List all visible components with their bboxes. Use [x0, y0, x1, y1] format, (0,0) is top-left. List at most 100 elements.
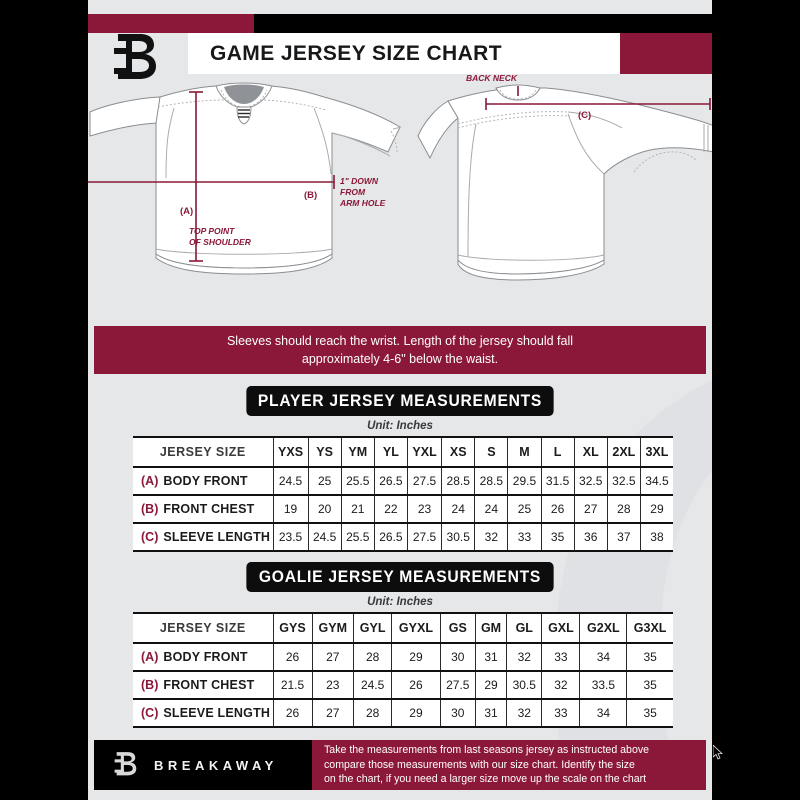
- measurement-cell: 32: [506, 643, 543, 671]
- instruction-banner: Sleeves should reach the wrist. Length o…: [94, 326, 706, 374]
- footer-note-line-3: on the chart, if you need a larger size …: [324, 773, 647, 786]
- column-header-size: XL: [573, 437, 608, 467]
- measurement-tag: (A): [141, 650, 159, 664]
- measurement-cell: 33: [541, 643, 581, 671]
- footer-note-line-1: Take the measurements from last seasons …: [324, 744, 650, 757]
- measurement-cell: 26.5: [373, 467, 408, 495]
- column-header-size: M: [507, 437, 542, 467]
- measurement-cell: 26.5: [373, 523, 408, 551]
- row-header-measurement: (A) BODY FRONT: [133, 643, 274, 671]
- measurement-cell: 23: [406, 495, 443, 523]
- front-label-b-tag: (B): [304, 190, 317, 201]
- row-header-measurement: (B) FRONT CHEST: [133, 495, 274, 523]
- measurement-cell: 35: [626, 643, 673, 671]
- measurement-cell: 37: [606, 523, 641, 551]
- row-header-measurement: (C) SLEEVE LENGTH: [133, 523, 274, 551]
- back-jersey-illustration: (C) CENTER OF BACK NECK: [417, 74, 712, 281]
- table-row: (C) SLEEVE LENGTH 23.5 24.5 25.5 26.5 27.5 30.5…: [133, 523, 673, 551]
- measurement-cell: 26: [272, 699, 313, 727]
- measurement-label: BODY FRONT: [163, 650, 248, 664]
- player-unit-label: Unit: Inches: [367, 420, 433, 432]
- player-measurements-table: JERSEY SIZE YXS YS YM YL YXL XS S M L XL 2XL 3XL (A) B…: [133, 436, 673, 552]
- measurement-cell: 36: [573, 523, 608, 551]
- measurement-cell: 30.5: [506, 671, 543, 699]
- measurement-cell: 32.5: [573, 467, 608, 495]
- measurement-tag: (C): [141, 530, 159, 544]
- measurement-label: BODY FRONT: [163, 474, 248, 488]
- measurement-cell: 21.5: [272, 671, 313, 699]
- measurement-cell: 29.5: [507, 467, 542, 495]
- player-section-title: PLAYER JERSEY MEASUREMENTS: [246, 386, 554, 416]
- measurement-cell: 28.5: [441, 467, 476, 495]
- measurement-cell: 25: [507, 495, 542, 523]
- measurement-cell: 34: [579, 643, 628, 671]
- measurement-cell: 30.5: [441, 523, 476, 551]
- measurement-cell: 34.5: [639, 467, 673, 495]
- measurement-cell: 33.5: [579, 671, 628, 699]
- column-header-size: GXL: [541, 613, 581, 643]
- instruction-line-2: approximately 4-6" below the waist.: [301, 352, 499, 366]
- column-header-size: YM: [340, 437, 375, 467]
- front-jersey-illustration: (A) TOP POINT OF SHOULDER (B) 1" DOWN FR…: [88, 82, 402, 275]
- breakaway-b-logo-icon: [114, 34, 156, 79]
- goalie-section-title: GOALIE JERSEY MEASUREMENTS: [246, 562, 554, 592]
- table-row: (A) BODY FRONT 24.5 25 25.5 26.5 27.5 28.5 28.5 2…: [133, 467, 673, 495]
- measurement-cell: 27.5: [439, 671, 476, 699]
- measurement-cell: 24: [474, 495, 509, 523]
- column-header-size: YL: [373, 437, 408, 467]
- footer-instructions: Take the measurements from last seasons …: [312, 740, 706, 790]
- front-label-b-line2: FROM: [340, 187, 366, 197]
- back-center-neck-line2: BACK NECK: [466, 74, 518, 83]
- column-header-size: GYL: [353, 613, 393, 643]
- column-header-size: 2XL: [606, 437, 641, 467]
- column-header-size: YXS: [272, 437, 309, 467]
- measurement-cell: 27.5: [406, 523, 443, 551]
- top-accent-maroon: [88, 14, 254, 33]
- column-header-size: GL: [506, 613, 543, 643]
- footer: BREAKAWAY Take the measurements from las…: [94, 740, 706, 790]
- measurement-cell: 29: [474, 671, 508, 699]
- front-label-b-line3: ARM HOLE: [339, 198, 386, 208]
- measurement-cell: 30: [439, 699, 476, 727]
- column-header-size: G3XL: [626, 613, 673, 643]
- table-header-row: JERSEY SIZE GYS GYM GYL GYXL GS GM GL GXL G2XL G3X…: [133, 613, 673, 643]
- column-header-size: S: [474, 437, 509, 467]
- row-header-measurement: (C) SLEEVE LENGTH: [133, 699, 274, 727]
- jersey-diagram-area: .jline { fill:#ffffff; stroke:#8a8d91; s…: [88, 74, 712, 316]
- column-header-size: GS: [439, 613, 476, 643]
- column-header-size: GYXL: [391, 613, 441, 643]
- measurement-tag: (B): [141, 678, 159, 692]
- measurement-cell: 27: [311, 643, 355, 671]
- measurement-cell: 26: [272, 643, 313, 671]
- measurement-cell: 25: [307, 467, 342, 495]
- measurement-cell: 33: [507, 523, 542, 551]
- footer-note-line-2: compare those measurements with our size…: [324, 758, 635, 771]
- measurement-cell: 28.5: [474, 467, 509, 495]
- measurement-tag: (A): [141, 474, 159, 488]
- column-header-jersey-size: JERSEY SIZE: [133, 437, 274, 467]
- measurement-cell: 35: [540, 523, 575, 551]
- column-header-size: GYS: [272, 613, 313, 643]
- measurement-cell: 30: [439, 643, 476, 671]
- footer-brand-name: BREAKAWAY: [154, 757, 278, 773]
- front-label-a-line1: TOP POINT: [189, 226, 235, 236]
- mouse-cursor-icon: [713, 745, 723, 760]
- breakaway-b-logo-icon: [114, 752, 137, 776]
- measurement-cell: 34: [579, 699, 628, 727]
- measurement-cell: 29: [639, 495, 673, 523]
- measurement-cell: 20: [307, 495, 342, 523]
- measurement-cell: 32: [541, 671, 581, 699]
- header-maroon-block: [620, 33, 712, 74]
- measurement-cell: 25.5: [340, 467, 375, 495]
- header-title-box: GAME JERSEY SIZE CHART: [188, 33, 620, 74]
- front-label-a-tag: (A): [180, 206, 193, 217]
- measurement-cell: 28: [606, 495, 641, 523]
- table-row: (B) FRONT CHEST 21.5 23 24.5 26 27.5 29 30.5 32 33…: [133, 671, 673, 699]
- column-header-size: GM: [474, 613, 508, 643]
- measurement-cell: 24.5: [307, 523, 342, 551]
- front-label-b-line1: 1" DOWN: [340, 176, 379, 186]
- measurement-cell: 27: [311, 699, 355, 727]
- measurement-label: FRONT CHEST: [163, 678, 255, 692]
- measurement-cell: 25.5: [340, 523, 375, 551]
- goalie-unit-label: Unit: Inches: [367, 596, 433, 608]
